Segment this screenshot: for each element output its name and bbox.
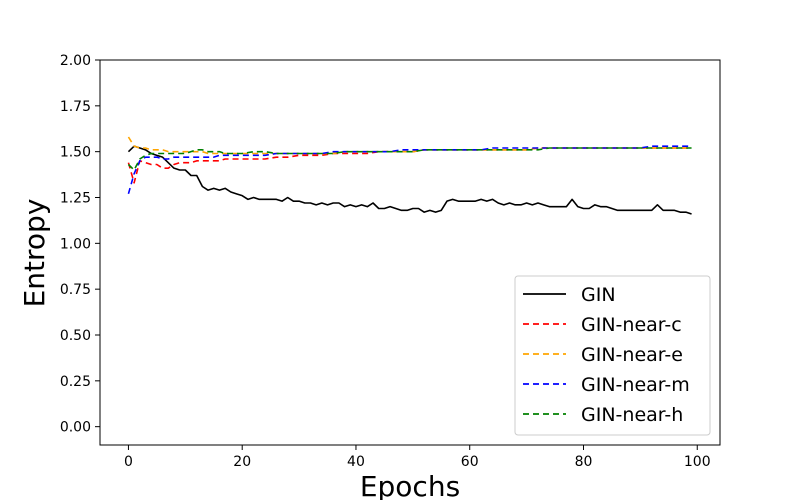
series-line-gin-near-m xyxy=(127,145,692,195)
legend-label: GIN-near-h xyxy=(581,404,683,426)
y-tick-label: 1.00 xyxy=(60,236,91,252)
y-tick-label: 0.75 xyxy=(60,282,91,298)
y-tick-label: 0.50 xyxy=(60,328,91,344)
x-axis-ticks: 0 20 40 60 80 100 xyxy=(124,445,711,470)
x-tick-label: 0 xyxy=(124,454,133,470)
y-axis-label: Entropy xyxy=(18,199,51,308)
x-axis-label: Epochs xyxy=(360,470,460,500)
legend: GIN GIN-near-c GIN-near-e GIN-near-m GIN-nea… xyxy=(514,275,711,436)
legend-label: GIN-near-e xyxy=(581,344,683,366)
y-tick-label: 1.25 xyxy=(60,191,91,207)
legend-label: GIN xyxy=(581,284,616,306)
x-tick-label: 80 xyxy=(575,454,593,470)
y-tick-label: 2.00 xyxy=(60,53,91,69)
y-tick-label: 1.50 xyxy=(60,145,91,161)
x-tick-label: 100 xyxy=(684,454,711,470)
series-layer xyxy=(127,136,692,215)
y-tick-label: 1.75 xyxy=(60,99,91,115)
legend-label: GIN-near-c xyxy=(581,314,682,336)
plot-frame xyxy=(99,59,721,446)
x-tick-label: 60 xyxy=(461,454,479,470)
legend-box xyxy=(514,275,711,436)
legend-items: GIN GIN-near-c GIN-near-e GIN-near-m GIN-nea… xyxy=(523,284,690,426)
y-tick-label: 0.00 xyxy=(60,420,91,436)
x-tick-label: 40 xyxy=(347,454,365,470)
legend-label: GIN-near-m xyxy=(581,374,690,396)
x-tick-label: 20 xyxy=(233,454,251,470)
series-line-gin xyxy=(127,145,692,215)
y-tick-label: 0.25 xyxy=(60,374,91,390)
y-axis-ticks: 0.00 0.25 0.50 0.75 1.00 1.25 1.50 1.75 2.00 xyxy=(60,53,100,436)
